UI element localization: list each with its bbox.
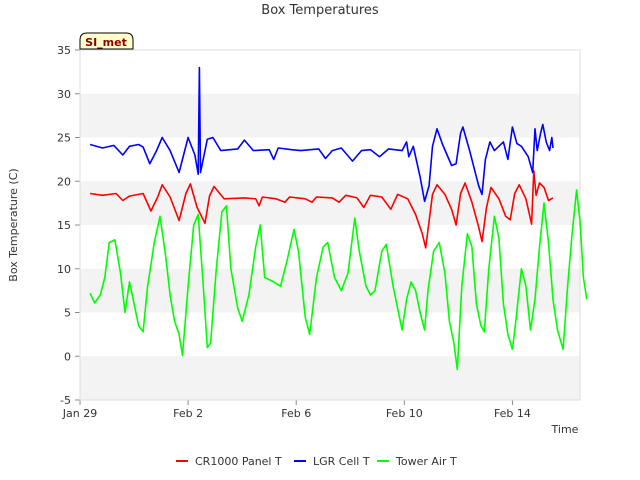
y-tick-label: 30	[57, 88, 71, 101]
series-line-1	[89, 66, 554, 203]
y-axis-ticks: -5 0 5 10 15 20 25 30 35	[57, 44, 80, 407]
grid-band	[80, 181, 580, 225]
x-axis-ticks: Jan 29 Feb 2 Feb 6 Feb 10 Feb 14	[62, 400, 531, 420]
y-tick-label: 5	[64, 307, 71, 320]
grid-band	[80, 268, 580, 313]
station-badge-label: SI_met	[85, 36, 127, 49]
legend-label-0: CR1000 Panel T	[195, 455, 282, 468]
y-tick-label: 0	[64, 350, 71, 363]
x-tick-label: Jan 29	[62, 407, 97, 420]
y-axis-label: Box Temperature (C)	[7, 168, 20, 281]
grid-bands	[80, 93, 580, 400]
station-badge: SI_met	[79, 32, 134, 50]
y-tick-label: 20	[57, 175, 71, 188]
legend-label-2: Tower Air T	[395, 455, 457, 468]
y-tick-label: 25	[57, 132, 71, 145]
grid-band	[80, 356, 580, 400]
grid-band	[80, 93, 580, 138]
series-lines	[89, 66, 588, 371]
y-tick-label: 10	[57, 263, 71, 276]
x-tick-label: Feb 10	[386, 407, 423, 420]
y-tick-label: -5	[60, 394, 71, 407]
x-axis-label: Time	[551, 423, 579, 436]
legend: CR1000 Panel T LGR Cell T Tower Air T	[176, 455, 457, 468]
series-line-0	[89, 170, 554, 249]
station-badge-box	[79, 32, 134, 50]
series-line-2	[89, 189, 588, 371]
y-tick-label: 35	[57, 44, 71, 57]
x-tick-label: Feb 14	[494, 407, 531, 420]
chart-title: Box Temperatures	[261, 3, 379, 18]
x-tick-label: Feb 6	[281, 407, 311, 420]
y-tick-label: 15	[57, 219, 71, 232]
x-tick-label: Feb 2	[173, 407, 203, 420]
legend-label-1: LGR Cell T	[313, 455, 370, 468]
